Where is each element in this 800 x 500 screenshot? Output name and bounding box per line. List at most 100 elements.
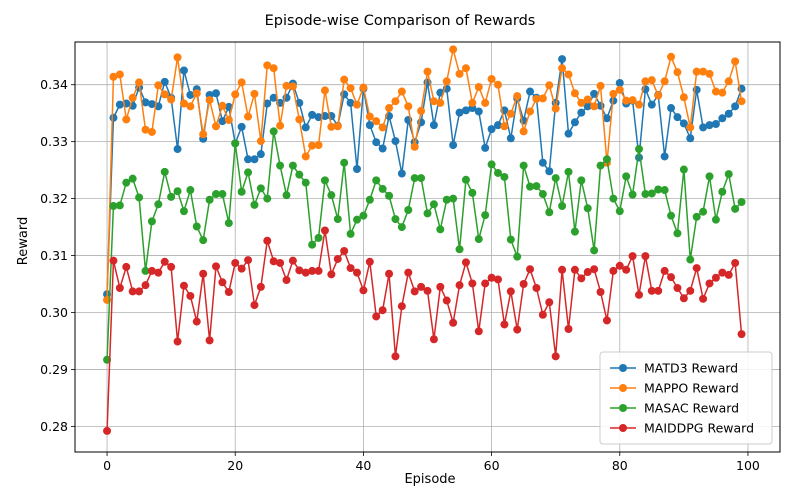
data-point	[442, 77, 451, 86]
y-tick-label: 0.29	[40, 362, 68, 377]
data-point	[135, 193, 144, 202]
data-point	[154, 200, 163, 209]
data-point	[250, 155, 259, 164]
data-point	[231, 90, 240, 99]
data-point	[635, 145, 643, 154]
data-point	[474, 82, 483, 91]
data-point	[673, 68, 682, 77]
data-point	[314, 141, 323, 150]
data-point	[564, 167, 573, 176]
data-point	[442, 195, 451, 204]
data-point	[333, 122, 342, 131]
data-point	[308, 141, 317, 150]
data-point	[333, 215, 342, 224]
data-point	[288, 161, 297, 170]
data-point	[532, 182, 541, 191]
data-point	[692, 264, 701, 273]
data-point	[256, 137, 265, 146]
data-point	[506, 109, 515, 118]
data-point	[167, 192, 176, 201]
data-point	[654, 286, 663, 295]
data-point	[327, 270, 336, 279]
data-point	[410, 287, 419, 296]
data-point	[135, 287, 144, 296]
data-point	[532, 94, 541, 103]
data-point	[282, 191, 291, 200]
series-line	[106, 130, 743, 360]
legend: MATD3 Reward MAPPO Reward MASAC Reward MAID…	[599, 351, 773, 445]
data-point	[718, 88, 727, 97]
data-point	[583, 204, 592, 213]
data-point	[346, 264, 355, 273]
data-point	[724, 109, 733, 118]
data-point	[532, 284, 541, 292]
y-tick-label: 0.31	[40, 248, 68, 263]
data-point	[500, 320, 509, 329]
data-point	[481, 143, 490, 152]
data-point	[173, 145, 182, 154]
data-point	[417, 106, 426, 115]
data-point	[115, 284, 124, 292]
data-point	[314, 266, 323, 275]
y-tick-label: 0.30	[40, 305, 68, 320]
data-point	[449, 45, 458, 54]
data-point	[570, 89, 579, 98]
data-point	[192, 89, 201, 98]
data-point	[622, 265, 631, 274]
data-point	[404, 268, 413, 277]
data-point	[564, 325, 573, 333]
data-point	[429, 200, 438, 209]
series-3	[103, 226, 746, 435]
data-point	[218, 190, 227, 199]
legend-item: MAPPO Reward	[610, 381, 739, 396]
data-point	[449, 318, 458, 327]
y-tick-label: 0.32	[40, 191, 68, 206]
data-point	[397, 87, 406, 96]
data-point	[513, 325, 522, 334]
data-point	[391, 97, 400, 106]
data-point	[147, 100, 156, 109]
data-point	[301, 123, 310, 132]
data-point	[404, 205, 413, 214]
data-point	[526, 265, 535, 274]
data-point	[513, 252, 522, 261]
data-point	[711, 215, 720, 224]
data-point	[615, 79, 624, 87]
data-point	[365, 121, 374, 130]
y-tick-label: 0.33	[40, 134, 68, 149]
data-point	[173, 187, 182, 196]
data-point	[468, 188, 477, 197]
data-point	[205, 96, 214, 105]
data-point	[327, 191, 336, 200]
data-point	[429, 97, 438, 106]
data-point	[224, 102, 233, 111]
data-point	[218, 117, 227, 126]
data-point	[372, 138, 381, 147]
data-point	[256, 150, 265, 159]
data-point	[378, 123, 387, 132]
data-point	[538, 190, 547, 199]
data-point	[141, 266, 150, 275]
y-axis: 0.28 0.29 0.30 0.31 0.32 0.33 0.34	[40, 77, 75, 434]
data-point	[545, 208, 554, 217]
data-point	[455, 245, 464, 254]
data-point	[519, 280, 528, 289]
data-point	[737, 330, 746, 339]
data-point	[436, 282, 445, 291]
data-point	[711, 120, 720, 128]
data-point	[340, 75, 349, 84]
data-point	[500, 122, 509, 131]
data-point	[353, 215, 361, 224]
data-point	[500, 172, 509, 181]
data-point	[128, 93, 137, 102]
data-point	[538, 310, 547, 319]
data-point	[250, 89, 259, 98]
data-point	[186, 90, 195, 99]
data-point	[545, 167, 554, 176]
data-point	[212, 262, 220, 271]
data-point	[711, 273, 720, 282]
data-point	[295, 115, 304, 124]
data-point	[609, 89, 618, 98]
y-axis-label: Reward	[16, 217, 31, 265]
